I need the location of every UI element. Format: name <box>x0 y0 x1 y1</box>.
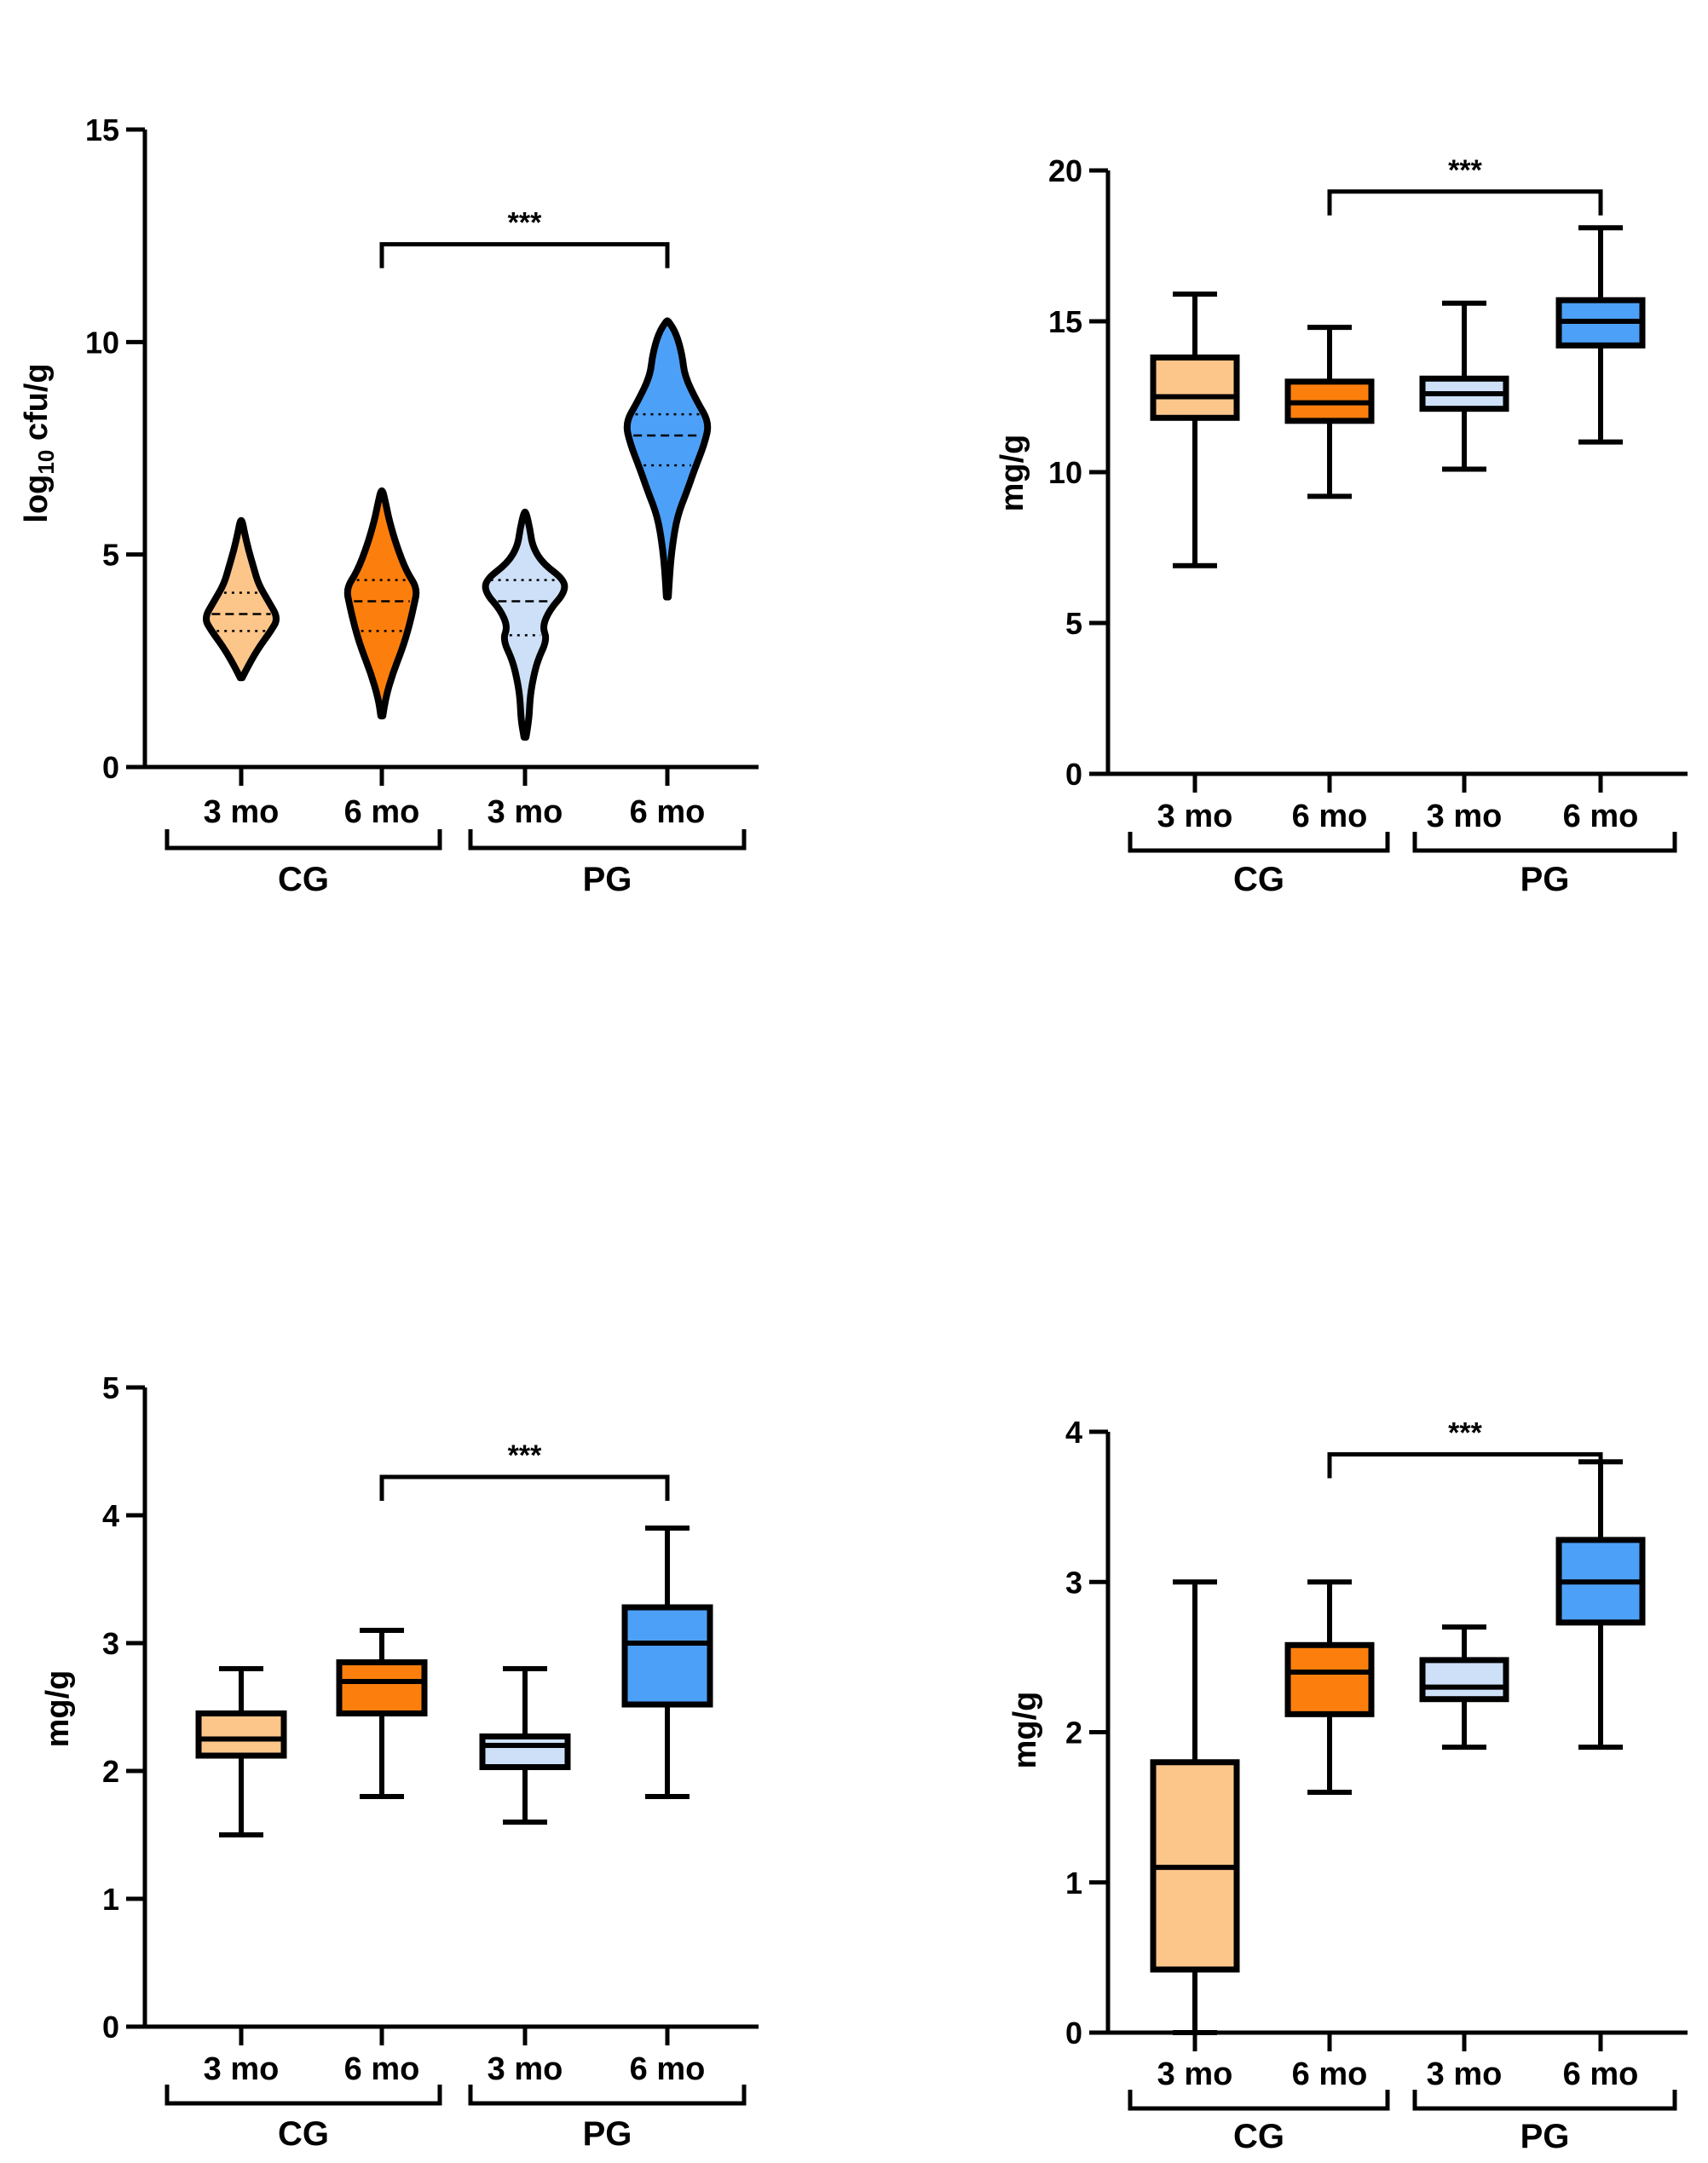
y-tick-label: 1 <box>1065 1866 1082 1901</box>
x-tick-label: 3 mo <box>1157 799 1233 834</box>
y-tick-label: 4 <box>1065 1415 1082 1450</box>
significance-bracket <box>1327 189 1603 216</box>
box <box>1284 1641 1375 1717</box>
x-tick-label: 3 mo <box>1427 799 1503 834</box>
panel-c: mg/g 0 1 2 3 4 5 3 mo 6 mo 3 mo 6 mo CG PG *** <box>40 1370 759 2153</box>
significance-bracket <box>1327 1451 1603 1479</box>
x-tick-label: 3 mo <box>488 2051 563 2087</box>
y-tick-label: 1 <box>102 1882 119 1917</box>
group-label: PG <box>583 861 632 898</box>
y-tick-label: 0 <box>102 750 119 785</box>
group-bracket <box>1128 2090 1390 2111</box>
x-tick-label: 6 mo <box>1292 2056 1368 2092</box>
group-label: PG <box>583 2115 632 2153</box>
x-tick-label: 6 mo <box>1563 2056 1639 2092</box>
box <box>336 1659 428 1716</box>
y-tick-label: 3 <box>102 1626 119 1661</box>
box <box>195 1710 287 1759</box>
violin-body <box>343 487 420 720</box>
group-label: CG <box>1233 861 1284 898</box>
x-tick-label: 6 mo <box>630 794 706 830</box>
y-tick-label: 10 <box>1048 455 1082 490</box>
y-axis-label-rest: cfu/g <box>19 363 55 449</box>
significance-label: *** <box>1448 154 1482 187</box>
group-label: CG <box>278 861 329 898</box>
violin-body <box>623 317 712 601</box>
box <box>479 1733 571 1770</box>
y-tick-label: 2 <box>102 1754 119 1789</box>
y-axis-label: mg/g <box>40 1670 76 1748</box>
y-tick-label: 5 <box>102 1370 119 1405</box>
y-axis-label: mg/g <box>1007 1692 1043 1769</box>
group-bracket <box>1128 832 1390 853</box>
y-axis-label: log10 cfu/g <box>19 363 59 522</box>
group-label: PG <box>1520 861 1570 898</box>
x-tick-label: 6 mo <box>344 794 420 830</box>
y-tick-label: 20 <box>1048 153 1082 188</box>
significance-label: *** <box>1448 1416 1482 1449</box>
group-bracket <box>1412 832 1677 853</box>
y-tick-label: 0 <box>1065 757 1082 792</box>
significance-bracket <box>379 1474 670 1501</box>
group-bracket <box>1412 2090 1677 2111</box>
group-bracket <box>164 2085 442 2106</box>
x-tick-label: 3 mo <box>1157 2056 1233 2092</box>
x-tick-label: 6 mo <box>630 2051 706 2087</box>
box <box>1419 1657 1509 1703</box>
y-tick-label: 5 <box>102 538 119 573</box>
x-tick-label: 6 mo <box>1563 799 1639 834</box>
y-tick-label: 0 <box>1065 2016 1082 2051</box>
group-bracket <box>468 829 747 851</box>
box <box>1150 354 1240 421</box>
violin-body <box>203 516 280 682</box>
x-tick-label: 6 mo <box>344 2051 420 2087</box>
y-tick-label: 15 <box>85 112 119 147</box>
significance-label: *** <box>508 207 542 239</box>
y-axis-label-main: log <box>19 475 55 523</box>
significance-bracket <box>379 242 670 268</box>
y-axis-label-sub: 10 <box>33 450 59 475</box>
y-tick-label: 0 <box>102 2010 119 2045</box>
group-bracket <box>164 829 442 851</box>
y-tick-label: 5 <box>1065 606 1082 641</box>
y-tick-label: 4 <box>102 1498 119 1533</box>
y-tick-label: 3 <box>1065 1565 1082 1600</box>
box <box>621 1604 713 1708</box>
group-label: CG <box>278 2115 329 2153</box>
x-tick-label: 3 mo <box>488 794 563 830</box>
x-tick-label: 3 mo <box>1427 2056 1503 2092</box>
group-bracket <box>468 2085 747 2106</box>
group-label: PG <box>1520 2118 1570 2155</box>
violin-body <box>482 508 568 741</box>
y-tick-label: 10 <box>85 325 119 360</box>
x-tick-label: 3 mo <box>204 794 280 830</box>
x-tick-label: 3 mo <box>204 2051 280 2087</box>
y-tick-label: 15 <box>1048 304 1082 339</box>
significance-label: *** <box>508 1439 542 1472</box>
x-tick-label: 6 mo <box>1292 799 1368 834</box>
y-axis-label: mg/g <box>995 435 1030 512</box>
group-label: CG <box>1233 2118 1284 2155</box>
y-tick-label: 2 <box>1065 1716 1082 1751</box>
